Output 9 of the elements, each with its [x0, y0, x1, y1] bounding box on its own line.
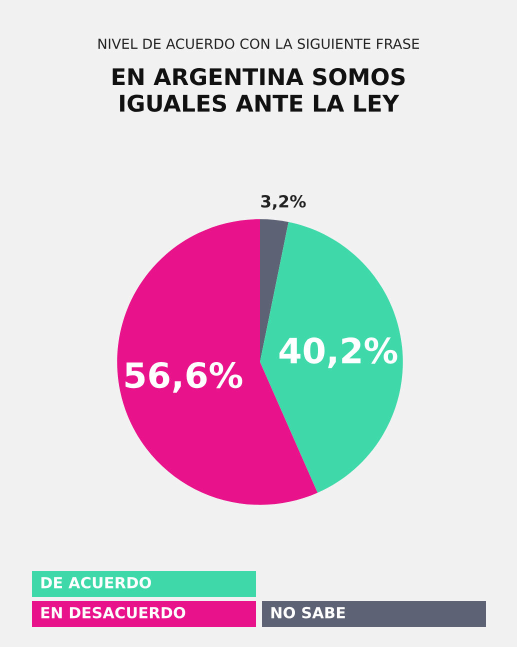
chart-title: EN ARGENTINA SOMOS IGUALES ANTE LA LEY: [112, 68, 405, 112]
data-label: 40,2%: [279, 337, 398, 368]
data-label: 3,2%: [261, 195, 306, 210]
data-label: 56,6%: [126, 362, 242, 393]
legend-label: NO SABE: [271, 606, 345, 618]
pie-slice: [260, 222, 403, 493]
legend-label: DE ACUERDO: [41, 576, 151, 588]
legend-label: EN DESACUERDO: [41, 606, 186, 618]
chart-subtitle: NIVEL DE ACUERDO CON LA SIGUIENTE FRASE: [98, 38, 419, 50]
